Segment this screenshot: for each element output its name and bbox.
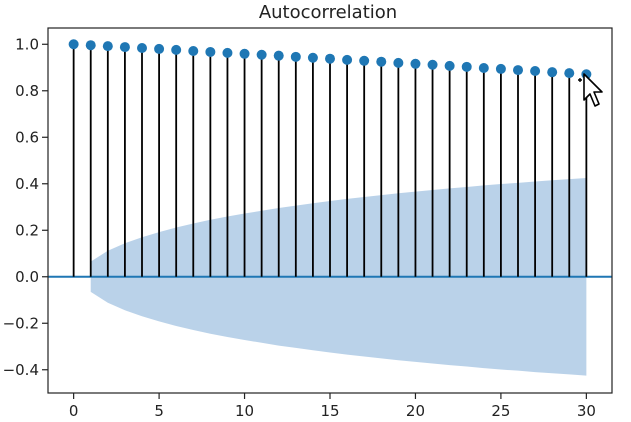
marker-lag-19 — [393, 57, 404, 68]
marker-lag-28 — [547, 67, 558, 78]
y-ticks-layer: 1.0 0.8 0.6 0.4 0.2 0.0 −0.2 −0.4 — [3, 35, 48, 379]
marker-lag-24 — [478, 62, 489, 73]
marker-lag-7 — [188, 46, 199, 57]
marker-lag-29 — [564, 68, 575, 79]
y-tick-label-4: 0.2 — [15, 221, 39, 239]
mouse-cursor-icon — [578, 73, 603, 107]
marker-lag-15 — [325, 53, 335, 64]
marker-lag-11 — [256, 49, 267, 60]
marker-lag-12 — [273, 50, 284, 61]
x-tick-label-0: 0 — [69, 402, 79, 420]
marker-lag-6 — [171, 44, 182, 55]
marker-lag-13 — [290, 51, 301, 62]
y-tick-label-6: −0.2 — [3, 314, 39, 332]
y-tick-label-2: 0.6 — [15, 128, 39, 146]
marker-lag-4 — [137, 42, 147, 53]
x-tick-label-25: 25 — [491, 402, 510, 420]
marker-lag-26 — [513, 65, 523, 76]
markers-layer — [68, 39, 592, 80]
marker-lag-23 — [461, 61, 472, 72]
marker-lag-21 — [427, 59, 438, 70]
marker-lag-8 — [205, 46, 216, 57]
y-tick-label-0: 1.0 — [15, 35, 39, 53]
marker-lag-27 — [530, 66, 541, 77]
y-tick-label-7: −0.4 — [3, 361, 39, 379]
x-tick-label-30: 30 — [577, 402, 596, 420]
x-tick-label-20: 20 — [406, 402, 425, 420]
chart-title: Autocorrelation — [259, 2, 397, 23]
marker-lag-1 — [85, 40, 96, 51]
y-tick-label-5: 0.0 — [15, 268, 39, 286]
x-tick-label-15: 15 — [320, 402, 339, 420]
x-tick-label-5: 5 — [154, 402, 164, 420]
stems-layer — [72, 44, 588, 277]
marker-lag-17 — [359, 55, 370, 66]
marker-lag-25 — [495, 63, 506, 74]
y-tick-label-1: 0.8 — [15, 82, 39, 100]
marker-lag-9 — [222, 47, 233, 58]
marker-lag-3 — [119, 42, 130, 53]
marker-lag-16 — [342, 54, 353, 65]
marker-lag-22 — [444, 60, 455, 71]
y-tick-label-3: 0.4 — [15, 175, 39, 193]
marker-lag-14 — [307, 52, 318, 63]
x-ticks-layer: 0 5 10 15 20 25 30 — [69, 393, 596, 420]
marker-lag-18 — [376, 56, 387, 67]
x-tick-label-10: 10 — [235, 402, 254, 420]
marker-lag-20 — [410, 58, 421, 69]
marker-lag-0 — [68, 39, 79, 50]
marker-lag-2 — [102, 41, 113, 52]
marker-lag-10 — [239, 48, 250, 59]
marker-lag-5 — [154, 43, 165, 54]
